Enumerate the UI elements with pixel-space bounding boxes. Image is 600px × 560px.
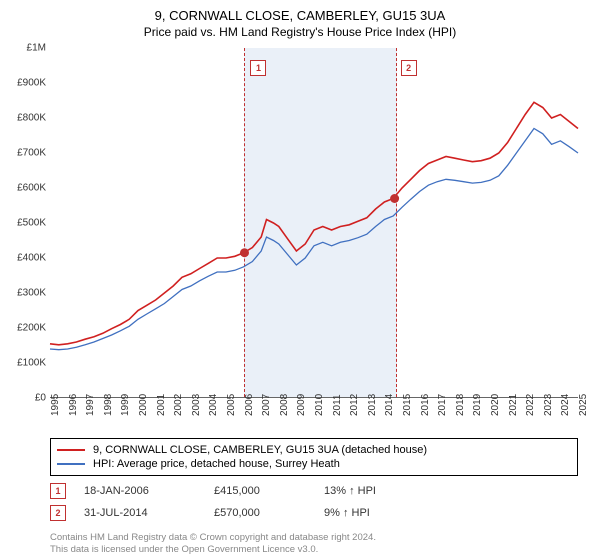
legend-label-1: 9, CORNWALL CLOSE, CAMBERLEY, GU15 3UA (… [93, 444, 427, 456]
sale-point-marker [240, 248, 249, 257]
line-chart-svg [50, 48, 578, 398]
chart-title: 9, CORNWALL CLOSE, CAMBERLEY, GU15 3UA [0, 0, 600, 23]
y-axis-tick: £100K [2, 358, 46, 369]
sale-marker-1: 1 [50, 483, 66, 499]
chart-subtitle: Price paid vs. HM Land Registry's House … [0, 23, 600, 39]
plot-area: £0£100K£200K£300K£400K£500K£600K£700K£80… [50, 48, 578, 398]
legend-swatch-2 [57, 463, 85, 465]
legend-swatch-1 [57, 449, 85, 451]
chart-series-line [50, 129, 578, 350]
y-axis-tick: £200K [2, 323, 46, 334]
y-axis-tick: £900K [2, 78, 46, 89]
sale-row-2: 2 31-JUL-2014 £570,000 9% ↑ HPI [50, 502, 578, 524]
y-axis-tick: £500K [2, 218, 46, 229]
y-axis-tick: £1M [2, 43, 46, 54]
sale-date-2: 31-JUL-2014 [84, 507, 214, 519]
copyright-footer: Contains HM Land Registry data © Crown c… [50, 532, 578, 556]
sale-price-2: £570,000 [214, 507, 324, 519]
sale-marker-2: 2 [50, 505, 66, 521]
footer-line-1: Contains HM Land Registry data © Crown c… [50, 532, 578, 544]
legend-label-2: HPI: Average price, detached house, Surr… [93, 458, 340, 470]
legend-row-1: 9, CORNWALL CLOSE, CAMBERLEY, GU15 3UA (… [57, 443, 571, 457]
sale-date-1: 18-JAN-2006 [84, 485, 214, 497]
sale-price-1: £415,000 [214, 485, 324, 497]
legend-box: 9, CORNWALL CLOSE, CAMBERLEY, GU15 3UA (… [50, 438, 578, 476]
sale-pct-1: 13% ↑ HPI [324, 485, 454, 497]
x-axis-tick: 2025 [578, 394, 589, 416]
y-axis-tick: £400K [2, 253, 46, 264]
sale-pct-2: 9% ↑ HPI [324, 507, 454, 519]
y-axis-tick: £0 [2, 393, 46, 404]
sale-point-marker [390, 194, 399, 203]
sales-table: 1 18-JAN-2006 £415,000 13% ↑ HPI 2 31-JU… [50, 480, 578, 524]
y-axis-tick: £600K [2, 183, 46, 194]
legend-row-2: HPI: Average price, detached house, Surr… [57, 457, 571, 471]
sale-row-1: 1 18-JAN-2006 £415,000 13% ↑ HPI [50, 480, 578, 502]
y-axis-tick: £300K [2, 288, 46, 299]
chart-series-line [50, 102, 578, 344]
footer-line-2: This data is licensed under the Open Gov… [50, 544, 578, 556]
y-axis-tick: £700K [2, 148, 46, 159]
chart-container: 9, CORNWALL CLOSE, CAMBERLEY, GU15 3UA P… [0, 0, 600, 560]
y-axis-tick: £800K [2, 113, 46, 124]
